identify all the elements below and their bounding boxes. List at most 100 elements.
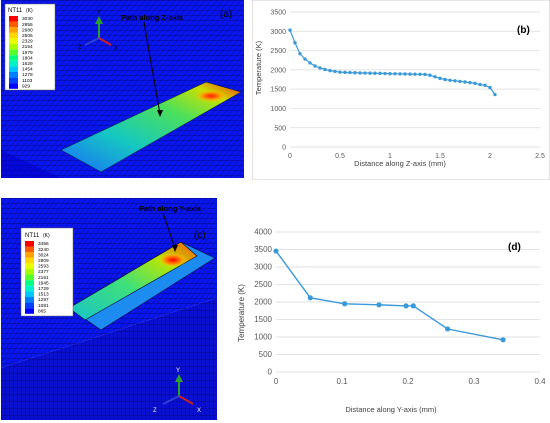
data-point [428, 73, 432, 77]
data-point [323, 67, 327, 72]
hot-spot-a [195, 90, 227, 102]
data-point [410, 303, 416, 309]
series-line-d [275, 250, 504, 341]
contour-legend-a: NT11 (K) 3030285526802505232921541979180… [4, 3, 56, 91]
legend-unit-a: (K) [26, 8, 33, 14]
legend-swatch [9, 72, 18, 78]
legend-value: 1081 [38, 303, 49, 309]
y-tick-label: 3500 [254, 245, 272, 254]
ylabel-d: Temperature (K) [237, 284, 246, 342]
data-point [423, 72, 427, 77]
x-tick-label: 0.3 [468, 377, 480, 386]
y-tick-label: 1500 [270, 87, 286, 94]
data-point [458, 79, 462, 84]
legend-value: 1804 [22, 55, 33, 61]
data-point [338, 70, 342, 74]
data-point [342, 301, 348, 307]
legend-value: 2329 [22, 39, 33, 45]
x-tick-label: 0 [274, 377, 279, 386]
x-tick-label: 2 [488, 153, 492, 160]
data-point [303, 57, 307, 61]
fe-contour-a: NT11 (K) 3030285526802505232921541979180… [1, 0, 244, 178]
legend-swatch [9, 83, 18, 89]
legend-swatch [9, 27, 18, 33]
data-point [293, 41, 297, 45]
axis-z-label-c: Z [153, 408, 157, 414]
fe-panel-a: NT11 (K) 3030 2855 2680 2505 2329 2154 1979 180… [1, 0, 244, 178]
data-point [353, 71, 357, 75]
legend-value: 3240 [38, 247, 49, 253]
data-point [388, 72, 392, 76]
axis-triad-c: Y Z X [153, 368, 201, 414]
legend-swatch [9, 21, 18, 28]
y-tick-label: 2500 [270, 48, 286, 55]
y-tick-label: 500 [259, 350, 273, 359]
data-point [493, 92, 497, 97]
panel-label-b: (b) [517, 25, 530, 36]
annotation-arrow-c [162, 212, 176, 249]
y-tick-label: 1000 [254, 333, 272, 342]
y-tick-label: 2000 [254, 298, 272, 307]
y-tick-label: 500 [274, 125, 286, 132]
data-point [468, 80, 472, 85]
legend-value: 3030 [22, 16, 33, 22]
panel-label-d: (d) [508, 242, 521, 253]
path-annotation-a: Path along Z-axis [121, 13, 183, 22]
legend-value: 2377 [38, 269, 49, 275]
legend-value: 929 [22, 83, 30, 89]
path-annotation-c: Path along Y-axis [139, 204, 201, 213]
legend-swatch [25, 252, 34, 258]
legend-value: 3024 [38, 252, 49, 258]
data-point [308, 61, 312, 65]
x-tick-label: 0 [288, 153, 292, 160]
axis-z-label-a: Z [78, 45, 82, 51]
data-point [343, 70, 347, 75]
legend-swatch [9, 49, 18, 56]
data-point [298, 51, 302, 56]
legend-value: 865 [38, 308, 46, 314]
hot-spot-c [159, 253, 187, 267]
legend-swatch [25, 302, 34, 309]
data-point [318, 66, 322, 70]
data-point [288, 28, 292, 32]
xlabel-d: Distance along Y-axis (mm) [345, 405, 437, 414]
data-point [408, 72, 412, 76]
chart-panel-d: 0 500 1000 1500 2000 2500 3000 3500 4000 0 0.1 0.2… [226, 218, 550, 423]
data-point [393, 72, 397, 76]
data-point [443, 77, 447, 82]
x-tick-label: 1 [388, 153, 392, 160]
x-tick-label: 2.5 [535, 153, 545, 160]
legend-swatch [9, 38, 18, 44]
legend-value: 1979 [22, 50, 33, 56]
fe-contour-c: NT11 (K) 3456324030242809259323772161194… [1, 198, 217, 420]
data-point [418, 72, 422, 76]
legend-value: 1297 [38, 297, 49, 303]
data-point [333, 69, 337, 74]
data-point [433, 75, 437, 79]
data-point [376, 302, 382, 308]
legend-swatch [9, 55, 18, 61]
legend-value: 3456 [38, 241, 49, 247]
legend-swatch [25, 246, 34, 253]
y-tick-label: 1500 [254, 315, 272, 324]
data-point [378, 71, 382, 76]
data-point [358, 71, 362, 75]
data-point [313, 64, 317, 68]
legend-value: 2680 [22, 27, 33, 33]
data-point [383, 71, 387, 76]
axis-x-label-c: X [197, 408, 201, 414]
legend-swatch [25, 257, 34, 264]
legend-value: 2154 [22, 44, 33, 50]
legend-value: 2593 [38, 264, 49, 270]
legend-value: 1278 [22, 72, 33, 78]
legend-value: 1454 [22, 67, 33, 73]
x-tick-label: 0.1 [336, 377, 348, 386]
y-tick-label: 0 [282, 145, 286, 152]
axis-x-label-a: X [114, 46, 118, 52]
x-tick-label: 0.4 [534, 377, 546, 386]
fe-panel-c: NT11 (K) 3456 3240 3024 2809 2593 2377 2161 194… [1, 198, 217, 420]
data-point [448, 78, 452, 82]
panel-label-c: (c) [194, 230, 206, 241]
data-point [398, 72, 402, 76]
data-point [307, 295, 313, 301]
